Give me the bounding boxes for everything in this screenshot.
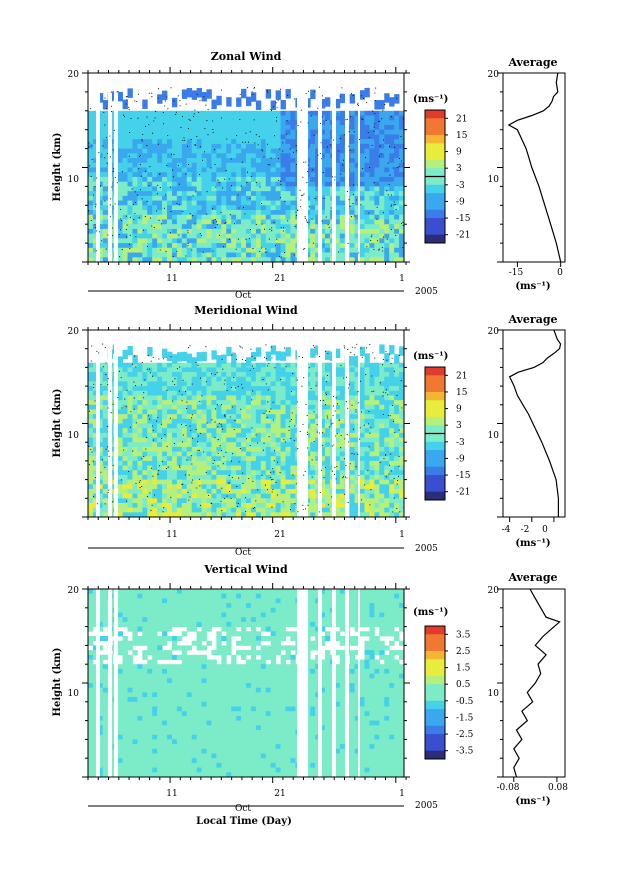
meridional-colorbar-tick-label: 21 [456, 371, 467, 381]
zonal-average-axes [497, 72, 562, 267]
vertical-xtick-11: 11 [166, 789, 177, 799]
vertical-xtick-21: 21 [274, 789, 285, 799]
meridional-colorbar-tick-label: -15 [456, 471, 471, 481]
vertical-colorbar-tick-label: 2.5 [456, 647, 471, 657]
meridional-colorbar-tick-label: -9 [456, 454, 465, 464]
vertical-ytick-20: 20 [68, 586, 80, 596]
zonal-ylabel: Height (km) [52, 133, 63, 202]
zonal-ytick-10: 10 [68, 175, 80, 185]
vertical-wind-panel: Vertical Wind 20 10 Height (km) 11 21 1 … [52, 563, 568, 827]
zonal-xtick-21: 21 [274, 274, 285, 284]
vertical-colorbar-unit: (ms⁻¹) [413, 607, 448, 618]
meridional-xtick-21: 21 [274, 530, 285, 540]
vertical-average-frame [502, 588, 566, 778]
vertical-average-profile-line [513, 588, 561, 778]
zonal-xtick-11: 11 [166, 274, 177, 284]
vertical-xtick-1: 1 [399, 789, 405, 799]
zonal-heatmap [88, 73, 404, 262]
zonal-colorbar-tick-label: 15 [456, 131, 468, 141]
meridional-axes [82, 324, 410, 523]
zonal-axes [82, 67, 410, 268]
meridional-average-xlabel: (ms⁻¹) [515, 538, 550, 549]
zonal-ytick-20: 20 [68, 70, 80, 80]
meridional-average-xtick-2: 0 [542, 525, 548, 535]
vertical-year-label: 2005 [415, 801, 438, 811]
vertical-average-xtick-1: 0.08 [548, 783, 568, 793]
zonal-average-ytick-10: 10 [488, 175, 500, 185]
meridional-average-profile-line [508, 329, 562, 517]
meridional-colorbar-tick-label: -21 [456, 488, 471, 498]
zonal-colorbar-tick-label: -3 [456, 181, 465, 191]
meridional-colorbar-unit: (ms⁻¹) [413, 351, 448, 362]
meridional-average-xtick-0: -4 [502, 525, 511, 535]
vertical-ylabel: Height (km) [52, 648, 63, 717]
vertical-average-xtick-0: -0.08 [496, 783, 519, 793]
vertical-colorbar-tick-label: -3.5 [456, 747, 474, 757]
zonal-colorbar: 21 15 9 3 -3 -9 -15 -21 [424, 109, 471, 244]
zonal-colorbar-tick-label: -21 [456, 231, 471, 241]
meridional-colorbar-tick-label: 3 [456, 421, 462, 431]
zonal-colorbar-tick-label: 21 [456, 114, 467, 124]
zonal-average-frame [502, 72, 566, 263]
zonal-colorbar-tick-label: 9 [456, 148, 462, 158]
vertical-average-axes [497, 588, 558, 782]
zonal-colorbar-unit: (ms⁻¹) [413, 94, 448, 105]
meridional-wind-title: Meridional Wind [194, 304, 298, 317]
meridional-colorbar-tick-label: 9 [456, 405, 462, 415]
zonal-average-ytick-20: 20 [488, 70, 500, 80]
vertical-ytick-10: 10 [68, 689, 80, 699]
vertical-average-title: Average [507, 571, 557, 584]
vertical-colorbar-tick-label: -0.5 [456, 697, 474, 707]
vertical-average-ytick-20: 20 [488, 586, 500, 596]
meridional-colorbar: 21 15 9 3 -3 -9 -15 -21 [424, 366, 471, 501]
zonal-xtick-1: 1 [399, 274, 405, 284]
meridional-average-title: Average [507, 313, 557, 326]
vertical-colorbar-tick-label: 0.5 [456, 680, 471, 690]
zonal-average-xtick-0: -15 [509, 268, 524, 278]
meridional-ytick-20: 20 [68, 327, 80, 337]
vertical-wind-title: Vertical Wind [203, 563, 288, 576]
zonal-year-label: 2005 [415, 287, 438, 297]
meridional-average-xtick-1: -2 [521, 525, 530, 535]
meridional-heatmap [88, 330, 404, 517]
figure-xlabel: Local Time (Day) [196, 816, 292, 827]
vertical-colorbar-tick-label: 3.5 [456, 630, 471, 640]
meridional-year-label: 2005 [415, 544, 438, 554]
zonal-colorbar-tick-label: 3 [456, 164, 462, 174]
zonal-wind-panel: Zonal Wind 20 10 Height (km) 11 21 1 Oct… [52, 50, 566, 301]
meridional-wind-panel: Meridional Wind 20 10 Height (km) 11 21 … [52, 304, 566, 558]
vertical-colorbar-tick-label: -1.5 [456, 713, 474, 723]
vertical-heatmap [88, 589, 404, 777]
zonal-average-title: Average [507, 56, 557, 69]
meridional-average-frame [502, 329, 566, 518]
meridional-ytick-10: 10 [68, 431, 80, 441]
meridional-xtick-1: 1 [399, 530, 405, 540]
vertical-average-ytick-10: 10 [488, 689, 500, 699]
zonal-colorbar-tick-label: -9 [456, 197, 465, 207]
meridional-average-ytick-20: 20 [488, 327, 500, 337]
meridional-xtick-11: 11 [166, 530, 177, 540]
zonal-month-label: Oct [235, 291, 251, 301]
vertical-average-xlabel: (ms⁻¹) [515, 796, 550, 807]
vertical-colorbar-tick-label: -2.5 [456, 730, 474, 740]
meridional-colorbar-tick-label: -3 [456, 438, 465, 448]
vertical-month-label: Oct [235, 804, 251, 814]
zonal-wind-title: Zonal Wind [211, 50, 282, 63]
meridional-average-axes [497, 329, 555, 522]
meridional-ylabel: Height (km) [52, 389, 63, 458]
zonal-average-xtick-1: 0 [557, 268, 563, 278]
meridional-colorbar-tick-label: 15 [456, 388, 468, 398]
vertical-axes [82, 583, 410, 783]
vertical-colorbar: 3.5 2.5 1.5 0.5 -0.5 -1.5 -2.5 -3.5 [424, 625, 474, 760]
meridional-average-ytick-10: 10 [488, 431, 500, 441]
meridional-month-label: Oct [235, 548, 251, 558]
zonal-average-xlabel: (ms⁻¹) [515, 281, 550, 292]
vertical-colorbar-tick-label: 1.5 [456, 664, 471, 674]
zonal-colorbar-tick-label: -15 [456, 214, 471, 224]
zonal-average-profile-line [507, 72, 562, 263]
